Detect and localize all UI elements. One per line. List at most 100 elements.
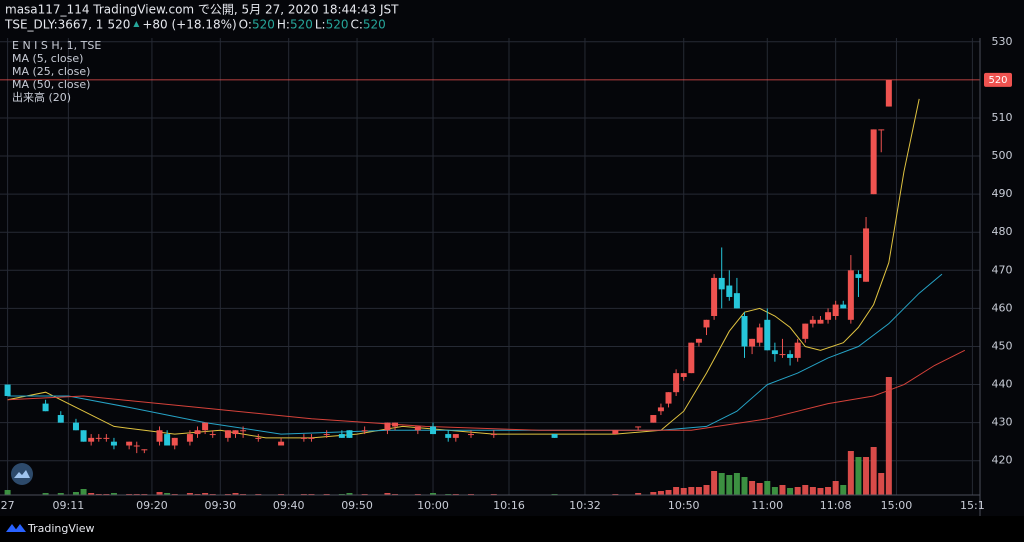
candle-body <box>802 323 809 339</box>
y-tick-label: 500 <box>992 149 1013 162</box>
volume-bar <box>794 487 801 495</box>
candle-body <box>688 342 695 374</box>
replay-icon-glyph <box>14 470 30 478</box>
footer-bar <box>0 516 1024 542</box>
candle-body <box>156 430 163 442</box>
candle-body <box>323 434 330 436</box>
legend-entry: MA (50, close) <box>12 78 90 91</box>
x-tick-label: 10:00 <box>417 499 449 512</box>
volume-bar <box>110 493 117 495</box>
legend: E N I S H, 1, TSE MA (5, close) MA (25, … <box>12 39 101 104</box>
y-tick-label: 530 <box>992 35 1013 48</box>
volume-bar <box>80 489 87 495</box>
ma-line <box>7 273 943 435</box>
y-tick-label: 510 <box>992 111 1013 124</box>
volume-bar <box>156 492 163 495</box>
candle-body <box>384 422 391 431</box>
candle-body <box>361 430 368 432</box>
volume-bar <box>703 485 710 495</box>
candle-body <box>4 384 11 396</box>
candle-body <box>733 293 740 309</box>
last-price: 520 <box>107 18 130 32</box>
x-tick-label: 09:11 <box>53 499 85 512</box>
volume-bar <box>749 481 756 495</box>
volume-bar <box>384 493 391 495</box>
volume-bar <box>665 490 672 495</box>
x-tick-label: 27 <box>1 499 15 512</box>
y-tick-label: 490 <box>992 187 1013 200</box>
ohlc-value: 520 <box>326 18 349 32</box>
volume-bar <box>855 457 862 495</box>
volume-bar <box>771 487 778 495</box>
volume-bar <box>346 493 353 495</box>
candle-body <box>300 437 307 439</box>
candle-body <box>133 445 140 447</box>
volume-bar <box>711 471 718 495</box>
volume-bar <box>673 487 680 495</box>
candle-body <box>635 426 642 428</box>
candle-body <box>88 437 95 442</box>
y-tick-label: 430 <box>992 416 1013 429</box>
candle-body <box>392 422 399 427</box>
candle-body <box>57 415 64 423</box>
volume-bar <box>635 493 642 495</box>
candle-body <box>863 228 870 282</box>
candle-body <box>711 277 718 317</box>
replay-icon[interactable] <box>11 463 33 485</box>
ohlc-label: O: <box>239 18 252 32</box>
candle-body <box>673 373 680 393</box>
volume-bar <box>695 487 702 495</box>
x-tick-label: 10:32 <box>569 499 601 512</box>
ohlc-value: 520 <box>252 18 275 32</box>
candle-body <box>255 437 262 439</box>
volume-bar <box>741 477 748 495</box>
volume-bar <box>756 483 763 495</box>
volume-bar <box>870 447 877 495</box>
candle-body <box>445 434 452 438</box>
volume-bar <box>863 457 870 495</box>
candle-body <box>817 319 824 324</box>
symbol: TSE_DLY:3667, 1 <box>4 18 103 32</box>
legend-entry: MA (25, close) <box>12 65 90 78</box>
candle-body <box>95 437 102 439</box>
legend-entry: 出来高 (20) <box>12 90 71 104</box>
x-tick-label: 09:20 <box>136 499 168 512</box>
y-tick-label: 480 <box>992 225 1013 238</box>
ohlc-value: 520 <box>363 18 386 32</box>
volume-bar <box>787 488 794 495</box>
volume-bar <box>832 481 839 495</box>
candle-body <box>809 319 816 324</box>
candle-body <box>741 316 748 347</box>
volume-bar <box>847 451 854 495</box>
candle-body <box>665 392 672 404</box>
volume-bar <box>57 493 64 495</box>
ohlc-label: H: <box>277 18 290 32</box>
candle-body <box>194 430 201 435</box>
candle-body <box>80 430 87 442</box>
candle-body <box>771 350 778 355</box>
volume-bar <box>825 487 832 495</box>
volume-bar <box>430 493 437 495</box>
candle-body <box>855 274 862 278</box>
candle-body <box>240 430 247 432</box>
candle-body <box>680 373 687 377</box>
candle-body <box>103 437 110 439</box>
candle-body <box>551 434 558 438</box>
volume-bar <box>718 473 725 495</box>
x-tick-label: 09:40 <box>273 499 305 512</box>
candle-body <box>171 437 178 446</box>
volume-bar <box>878 473 885 495</box>
candle-body <box>490 434 497 436</box>
header: masa117_114 TradingView.com で公開, 5月 27, … <box>4 3 399 32</box>
legend-entry: MA (5, close) <box>12 52 83 65</box>
brand: TradingView <box>27 522 94 535</box>
candle-body <box>703 319 710 328</box>
candle-body <box>224 430 231 438</box>
candle-body <box>726 285 733 297</box>
volume-bar <box>764 481 771 495</box>
plot-area <box>0 38 980 495</box>
candle-body <box>414 426 421 431</box>
candle-body <box>787 354 794 358</box>
volume-bar <box>4 490 11 495</box>
candle-body <box>794 342 801 358</box>
